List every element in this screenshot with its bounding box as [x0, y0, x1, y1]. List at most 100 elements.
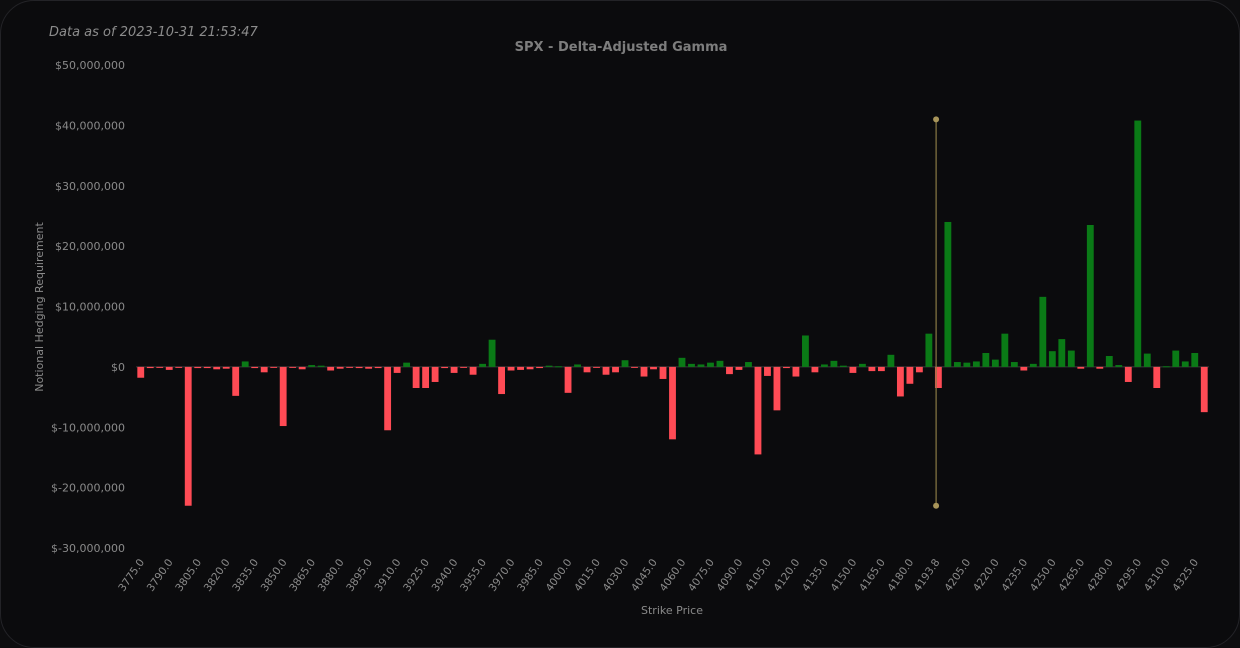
bar-strike-3970[interactable]: [507, 366, 515, 371]
bar-strike-4275[interactable]: [1086, 224, 1094, 367]
bar-strike-4200[interactable]: [944, 221, 952, 367]
bar-strike-3965[interactable]: [498, 366, 505, 395]
bar-strike-3775[interactable]: [137, 366, 145, 378]
bar-strike-3820[interactable]: [222, 366, 230, 369]
bar-strike-undefined[interactable]: [1200, 366, 1208, 413]
bar-strike-4265[interactable]: [1067, 350, 1075, 367]
bar-strike-3915[interactable]: [403, 362, 411, 367]
bar-strike-4120[interactable]: [792, 366, 800, 377]
bar-strike-4010[interactable]: [583, 366, 591, 373]
bar-strike-3780[interactable]: [146, 366, 154, 369]
bar-strike-3795[interactable]: [175, 366, 183, 368]
bar-strike-4085[interactable]: [726, 366, 733, 375]
bar-strike-4240[interactable]: [1020, 366, 1028, 371]
bar-strike-3830[interactable]: [241, 361, 249, 367]
bar-strike-3875[interactable]: [327, 366, 335, 371]
bar-strike-4215[interactable]: [972, 361, 980, 367]
bar-strike-4230[interactable]: [1001, 333, 1009, 367]
bar-strike-3810[interactable]: [203, 366, 211, 369]
bar-strike-3975[interactable]: [517, 366, 524, 370]
bar-strike-3900[interactable]: [374, 366, 382, 369]
bar-strike-3835[interactable]: [251, 366, 259, 369]
bar-strike-3945[interactable]: [460, 366, 468, 368]
bar-strike-3990[interactable]: [545, 365, 553, 367]
bar-strike-3950[interactable]: [469, 366, 477, 375]
bar-strike-4020[interactable]: [602, 366, 610, 375]
bar-strike-3905[interactable]: [384, 366, 392, 431]
bar-strike-4220[interactable]: [982, 352, 990, 367]
bar-strike-3995[interactable]: [555, 366, 562, 368]
bar-strike-4270[interactable]: [1077, 366, 1085, 369]
bar-strike-3865[interactable]: [308, 365, 316, 367]
bar-strike-4325[interactable]: [1181, 361, 1189, 367]
bar-strike-4025[interactable]: [612, 366, 619, 373]
bar-strike-4030[interactable]: [621, 360, 629, 367]
bar-strike-4090[interactable]: [735, 366, 743, 370]
bar-strike-4210[interactable]: [963, 362, 971, 367]
bar-strike-3890[interactable]: [355, 366, 363, 369]
bar-strike-4035[interactable]: [631, 366, 638, 368]
bar-strike-4115[interactable]: [783, 366, 790, 369]
bar-strike-3960[interactable]: [488, 339, 496, 367]
bar-strike-4125[interactable]: [802, 335, 809, 367]
bar-strike-4075[interactable]: [707, 362, 714, 367]
bar-strike-4110[interactable]: [773, 366, 781, 411]
bar-strike-4180[interactable]: [906, 366, 914, 384]
bar-strike-4205[interactable]: [953, 362, 961, 367]
bar-strike-4095[interactable]: [745, 362, 752, 367]
bar-strike-3955[interactable]: [479, 363, 487, 367]
bar-strike-4015[interactable]: [593, 366, 600, 368]
bar-strike-4150[interactable]: [849, 366, 857, 373]
bar-strike-4190[interactable]: [925, 333, 933, 367]
bar-strike-4135[interactable]: [821, 364, 828, 367]
bar-strike-3925[interactable]: [422, 366, 430, 389]
bar-strike-4000[interactable]: [564, 366, 572, 393]
bar-strike-4100[interactable]: [754, 366, 762, 455]
bar-strike-4245[interactable]: [1029, 363, 1037, 367]
bar-strike-4260[interactable]: [1058, 339, 1066, 367]
bar-strike-4130[interactable]: [811, 366, 819, 373]
bar-strike-3815[interactable]: [213, 366, 221, 370]
bar-strike-4290[interactable]: [1115, 365, 1123, 367]
bar-strike-3840[interactable]: [260, 366, 268, 373]
bar-strike-4225[interactable]: [991, 359, 999, 367]
bar-strike-4080[interactable]: [716, 360, 724, 367]
bar-strike-3935[interactable]: [441, 366, 449, 369]
bar-strike-4170[interactable]: [887, 354, 895, 367]
bar-strike-3895[interactable]: [365, 366, 373, 369]
bar-strike-4165[interactable]: [877, 366, 885, 372]
bar-strike-4005[interactable]: [574, 364, 581, 367]
bar-strike-4060[interactable]: [678, 357, 686, 367]
bar-strike-3940[interactable]: [450, 366, 458, 373]
bar-strike-3985[interactable]: [536, 366, 543, 369]
bar-strike-4140[interactable]: [830, 360, 838, 367]
bar-strike-4305[interactable]: [1143, 353, 1151, 367]
bar-strike-3880[interactable]: [336, 366, 344, 369]
bar-strike-4330[interactable]: [1191, 352, 1199, 367]
bar-strike-3855[interactable]: [289, 366, 297, 368]
bar-strike-4300[interactable]: [1134, 120, 1142, 367]
bar-strike-4285[interactable]: [1105, 356, 1113, 367]
bar-strike-3825[interactable]: [232, 366, 240, 396]
bar-strike-4160[interactable]: [868, 366, 876, 372]
bar-strike-4320[interactable]: [1172, 350, 1180, 367]
bar-strike-3910[interactable]: [393, 366, 401, 373]
bar-strike-4155[interactable]: [858, 363, 866, 367]
bar-strike-4255[interactable]: [1048, 351, 1056, 367]
bar-strike-4055[interactable]: [669, 366, 676, 440]
bar-strike-3845[interactable]: [270, 366, 278, 368]
bar-strike-3850[interactable]: [279, 366, 287, 427]
bar-strike-4040[interactable]: [640, 366, 648, 377]
bar-strike-3930[interactable]: [431, 366, 439, 382]
bar-strike-4050[interactable]: [659, 366, 667, 379]
bar-strike-4105[interactable]: [764, 366, 771, 376]
bar-strike-4195[interactable]: [934, 366, 942, 389]
bar-strike-4250[interactable]: [1039, 296, 1047, 367]
bar-strike-4065[interactable]: [688, 363, 695, 367]
bar-strike-3980[interactable]: [526, 366, 534, 370]
bar-strike-4145[interactable]: [840, 365, 847, 367]
bar-strike-3885[interactable]: [346, 366, 354, 368]
bar-strike-4315[interactable]: [1162, 366, 1170, 368]
bar-strike-3860[interactable]: [298, 366, 306, 370]
bar-strike-4310[interactable]: [1153, 366, 1161, 389]
